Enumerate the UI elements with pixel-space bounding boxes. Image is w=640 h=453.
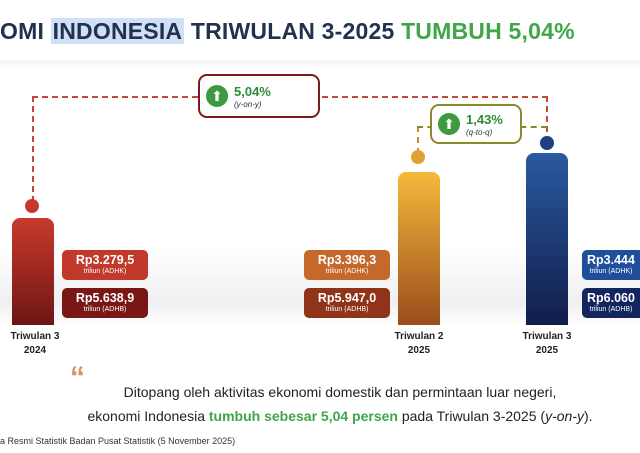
bar-triwulan3-2025 [526, 153, 568, 325]
qtq-growth-value: 1,43% [466, 111, 503, 127]
caption-line-2: ekonomi Indonesia tumbuh sebesar 5,04 pe… [87, 408, 593, 424]
caption-emphasis: tumbuh sebesar 5,04 persen [208, 408, 398, 424]
x-label-0: Triwulan 3 2024 [10, 331, 60, 356]
value-adhb-2: Rp6.060 triliun (ADHB) [582, 288, 640, 318]
x-label-1: Triwulan 2 2025 [394, 331, 444, 356]
yoy-growth-basis: (y-on-y) [234, 99, 262, 109]
marker-dot-1 [411, 150, 425, 164]
yoy-connector-left-vertical [32, 96, 34, 202]
yoy-connector-right-vertical [546, 96, 548, 132]
value-adhk-1: Rp3.396,3 triliun (ADHK) [304, 250, 390, 280]
marker-dot-2 [540, 136, 554, 150]
up-arrow-icon: ⬆ [438, 113, 460, 135]
source-note: a Resmi Statistik Badan Pusat Statistik … [0, 436, 236, 446]
value-adhb-1: Rp5.947,0 triliun (ADHB) [304, 288, 390, 318]
value-adhb-0: Rp5.638,9 triliun (ADHB) [62, 288, 148, 318]
yoy-growth-value: 5,04% [234, 83, 271, 99]
page-title: OMI INDONESIA TRIWULAN 3-2025 TUMBUH 5,0… [0, 18, 575, 44]
up-arrow-icon: ⬆ [206, 85, 228, 107]
bar-triwulan2-2025 [398, 172, 440, 325]
title-highlight: INDONESIA [50, 18, 185, 44]
yoy-growth-badge: ⬆ 5,04% (y-on-y) [198, 74, 320, 118]
title-growth: TUMBUH 5,04% [401, 18, 575, 44]
qtq-growth-basis: (q-to-q) [466, 127, 493, 137]
bar-triwulan3-2024 [12, 218, 54, 325]
title-divider [0, 60, 640, 70]
qtq-connector-left-vertical [417, 126, 419, 154]
value-adhk-0: Rp3.279,5 triliun (ADHK) [62, 250, 148, 280]
qtq-growth-badge: ⬆ 1,43% (q-to-q) [430, 104, 522, 144]
x-label-2: Triwulan 3 2025 [522, 331, 572, 356]
value-adhk-2: Rp3.444 triliun (ADHK) [582, 250, 640, 280]
caption-line-1: Ditopang oleh aktivitas ekonomi domestik… [123, 384, 557, 400]
marker-dot-0 [25, 199, 39, 213]
quote-icon: “ [70, 361, 85, 394]
